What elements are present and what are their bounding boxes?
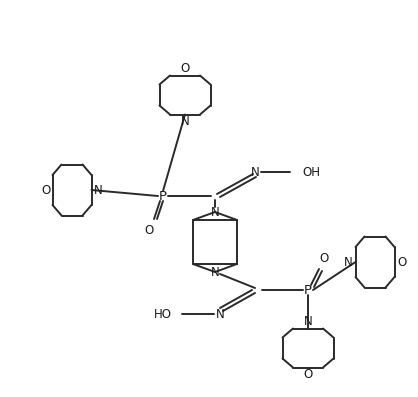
Text: P: P <box>159 189 167 202</box>
Text: HO: HO <box>154 308 172 320</box>
Text: N: N <box>211 206 219 218</box>
Text: N: N <box>344 256 353 268</box>
Text: N: N <box>303 315 312 328</box>
Text: O: O <box>397 256 406 268</box>
Text: N: N <box>94 183 103 197</box>
Text: O: O <box>303 368 313 381</box>
Text: N: N <box>181 115 189 128</box>
Text: N: N <box>211 266 219 279</box>
Text: O: O <box>181 62 190 75</box>
Text: N: N <box>216 308 224 320</box>
Text: P: P <box>304 283 312 297</box>
Text: O: O <box>144 224 154 237</box>
Text: O: O <box>319 252 329 264</box>
Text: O: O <box>41 183 50 197</box>
Text: N: N <box>251 166 260 179</box>
Text: OH: OH <box>302 166 320 179</box>
